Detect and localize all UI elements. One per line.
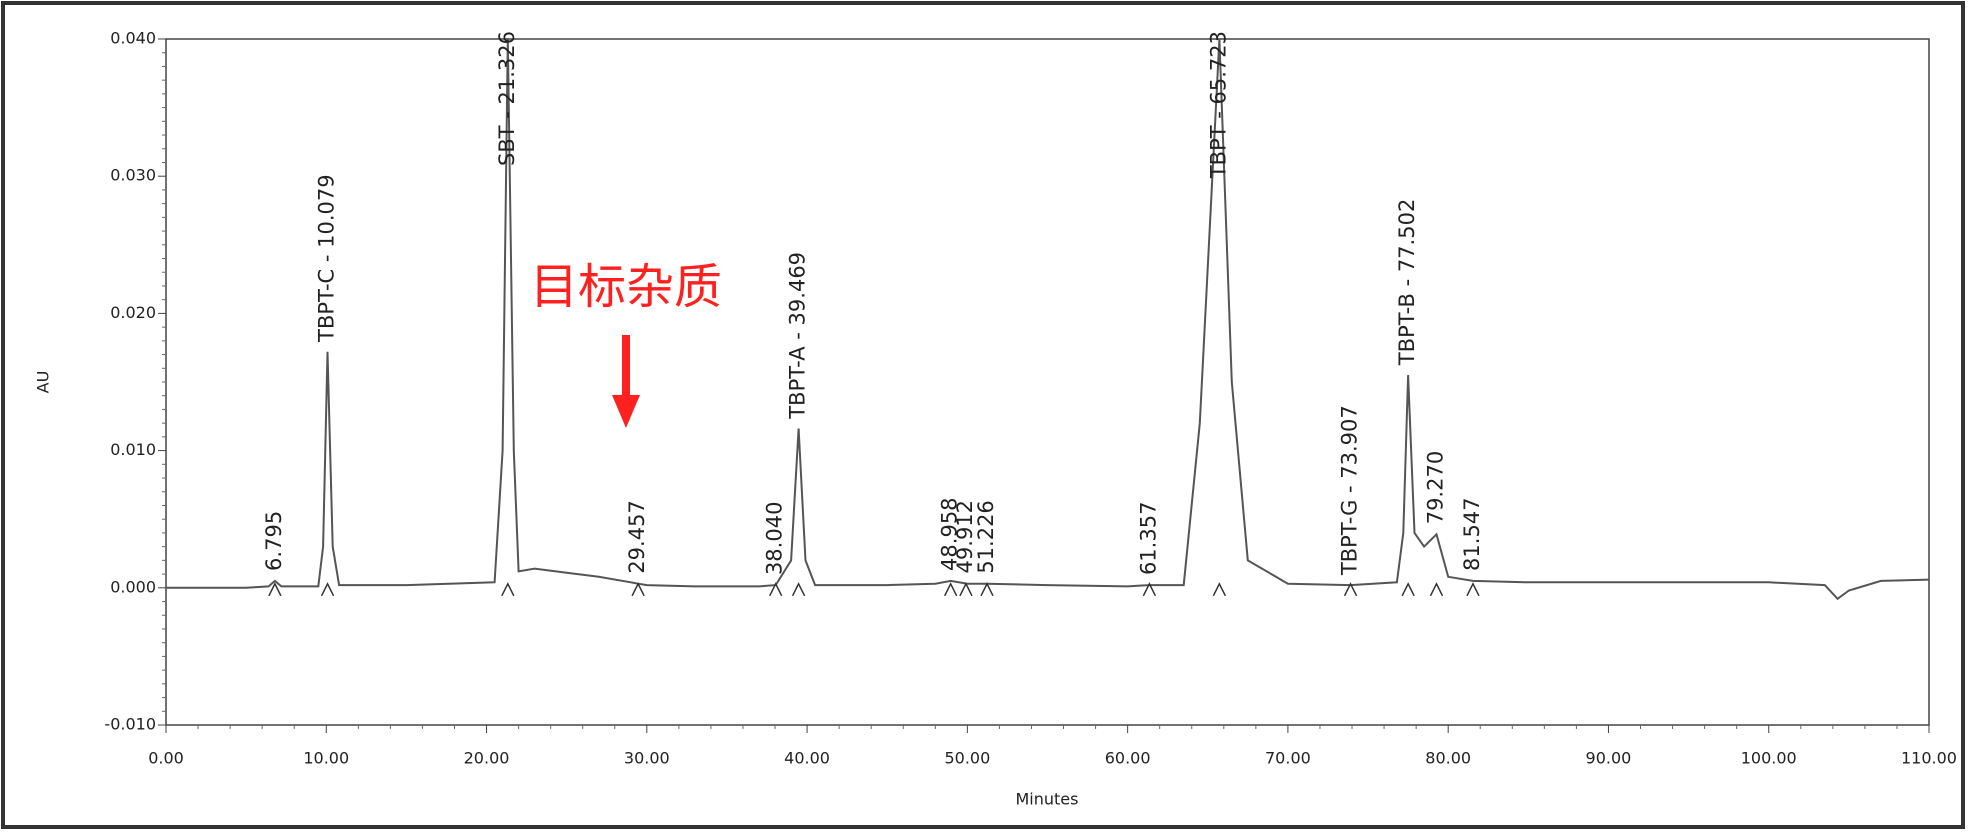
peak-label: TBPT-B - 77.502 [1395,199,1419,366]
y-tick-label: 0.040 [110,29,156,48]
x-tick-label: 90.00 [1586,749,1632,768]
peak-label: 38.040 [763,502,787,575]
y-tick-label: 0.030 [110,166,156,185]
peak-label: TBPT-A - 39.469 [786,252,810,420]
peak-marker [631,582,645,597]
peak-marker [1429,582,1444,597]
peak-marker [943,582,958,597]
peak-marker [769,582,783,597]
peak-label: 29.457 [625,500,649,573]
peak-label: TBPT-G - 73.907 [1338,405,1362,576]
peak-marker [791,582,806,597]
x-tick-label: 70.00 [1265,749,1311,768]
x-tick-label: 80.00 [1425,749,1471,768]
y-tick-label: -0.010 [104,715,156,734]
peak-label: 51.226 [974,500,998,573]
trace [166,39,1929,601]
peak-label: SBT - 21.326 [495,31,519,166]
peak-marker [1466,582,1480,597]
x-tick-label: 0.00 [148,749,184,768]
x-tick-label: 50.00 [944,749,990,768]
x-tick-label: 110.00 [1901,749,1957,768]
x-tick-label: 10.00 [303,749,349,768]
plot-clip [166,39,1929,601]
peak-marker [1142,582,1157,597]
peak-marker [1212,582,1227,597]
peak-marker [1343,582,1358,597]
y-tick-label: 0.000 [110,577,156,596]
x-tick-label: 40.00 [784,749,830,768]
x-axis-label: Minutes [1016,790,1079,809]
peak-marker [501,582,515,597]
peak-label: 61.357 [1136,502,1160,575]
peak-marker [320,582,335,597]
x-tick-label: 100.00 [1741,749,1797,768]
annotation-arrowhead [611,395,640,428]
y-axis-label: AU [34,371,53,394]
peak-label: 81.547 [1460,497,1484,570]
peak-marker [1401,582,1415,597]
peak-marker [959,582,973,597]
annotation: 目标杂质 [530,259,722,315]
peak-label: TBPT - 65.723 [1206,31,1230,179]
x-tick-label: 20.00 [464,749,510,768]
peak-marker [268,582,282,597]
peak-marker [980,582,994,597]
peak-label: 79.270 [1423,451,1447,524]
peak-label: 49.912 [953,500,977,573]
y-tick-label: 0.020 [110,303,156,322]
x-tick-label: 30.00 [624,749,670,768]
peak-label: 48.958 [938,497,962,570]
y-tick-label: 0.010 [110,440,156,459]
peak-label: TBPT-C - 10.079 [315,174,339,342]
x-tick-label: 60.00 [1105,749,1151,768]
peak-label: 6.795 [262,511,286,571]
